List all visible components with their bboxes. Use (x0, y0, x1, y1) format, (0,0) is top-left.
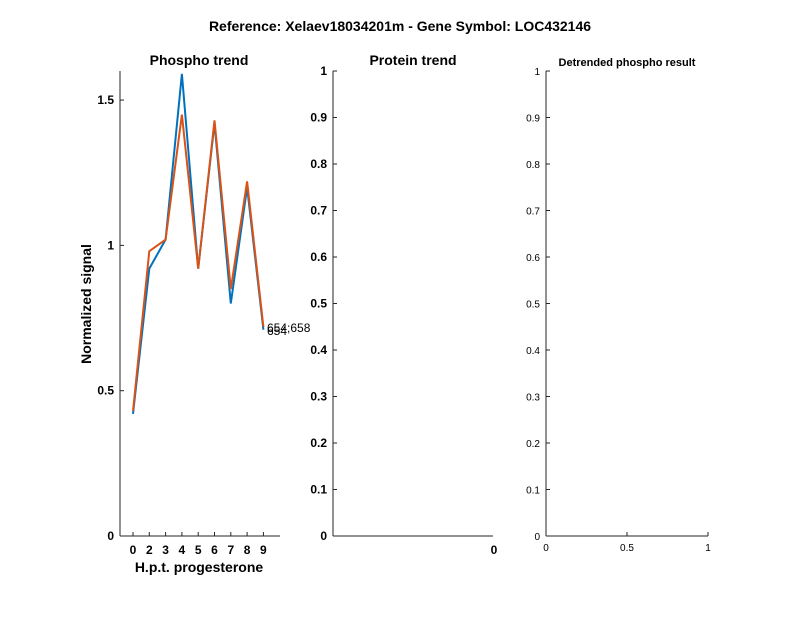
phospho-y-ticks: 0 0.5 1 1.5 (97, 93, 124, 543)
phospho-trend-title: Phospho trend (150, 52, 249, 68)
detrended-y-tick-label: 1 (534, 67, 540, 78)
phospho-y-tick-label: 0.5 (97, 384, 114, 398)
phospho-x-tick-label: 5 (195, 543, 202, 557)
series-line-654 (132, 73, 265, 415)
detrended-x-tick-label: 0.5 (620, 543, 634, 554)
detrended-y-tick-label: 0.6 (526, 253, 540, 264)
phospho-y-tick-label: 1 (107, 238, 114, 252)
protein-trend-panel: Protein trend 00.10.20.30.40.50.60.70.80… (310, 52, 497, 557)
phospho-y-tick-label: 0 (107, 529, 114, 543)
detrended-y-tick-label: 0.4 (526, 346, 540, 357)
protein-y-tick-label: 0.4 (310, 343, 327, 357)
protein-y-tick-label: 1 (320, 64, 327, 78)
protein-x-tick-label: 0 (491, 543, 498, 557)
phospho-x-tick-label: 4 (179, 543, 186, 557)
detrended-y-ticks: 0 0.1 0.2 0.3 0.4 0.5 0.6 0.7 0.8 0.9 1 (526, 67, 550, 543)
protein-y-ticks: 0 0.1 0.2 0.3 0.4 0.5 0.6 0.7 0.8 0.9 1 (310, 64, 337, 543)
detrended-x-ticks: 0 0.5 1 (543, 532, 711, 554)
detrended-y-tick-label: 0.8 (526, 160, 540, 171)
phospho-y-tick-label: 1.5 (97, 93, 114, 107)
series-annotation-654: 654 (267, 324, 287, 338)
figure-title: Reference: Xelaev18034201m - Gene Symbol… (209, 18, 591, 34)
protein-y-tick-label: 0.5 (310, 297, 327, 311)
detrended-y-tick-label: 0.2 (526, 439, 540, 450)
detrended-y-tick-label: 0.5 (526, 300, 540, 311)
detrended-phospho-panel: Detrended phospho result 0 0.1 0.2 0.3 0.4 0.… (526, 57, 711, 554)
protein-x-ticks: 0 (491, 543, 498, 557)
detrended-y-tick-label: 0.3 (526, 393, 540, 404)
phospho-x-axis-label: H.p.t. progesterone (135, 559, 264, 575)
protein-y-tick-label: 0.7 (310, 204, 327, 218)
detrended-y-tick-label: 0 (534, 532, 540, 543)
protein-y-tick-label: 0.2 (310, 436, 327, 450)
protein-y-tick-label: 0.8 (310, 157, 327, 171)
series-line-654-658 (132, 114, 265, 412)
phospho-x-tick-label: 6 (211, 543, 218, 557)
series-annotation-654-658: 654;658 (267, 321, 311, 335)
detrended-y-tick-label: 0.7 (526, 207, 540, 218)
protein-y-tick-label: 0.3 (310, 390, 327, 404)
detrended-y-tick-label: 0.9 (526, 114, 540, 125)
phospho-x-tick-label: 8 (244, 543, 251, 557)
detrended-y-tick-label: 0.1 (526, 486, 540, 497)
detrended-x-tick-label: 1 (705, 543, 711, 554)
detrended-x-tick-label: 0 (543, 543, 549, 554)
phospho-x-tick-label: 0 (130, 543, 137, 557)
protein-y-tick-label: 0.1 (310, 483, 327, 497)
protein-y-tick-label: 0 (320, 529, 327, 543)
phospho-x-tick-label: 7 (227, 543, 234, 557)
phospho-x-tick-label: 9 (260, 543, 267, 557)
phospho-y-axis-label: Normalized signal (78, 244, 94, 364)
detrended-phospho-title: Detrended phospho result (559, 57, 696, 69)
phospho-series-lines (132, 73, 265, 415)
protein-y-tick-label: 0.9 (310, 111, 327, 125)
protein-y-tick-label: 0.6 (310, 250, 327, 264)
phospho-x-tick-label: 2 (146, 543, 153, 557)
phospho-x-tick-label: 3 (162, 543, 169, 557)
protein-trend-title: Protein trend (369, 52, 456, 68)
